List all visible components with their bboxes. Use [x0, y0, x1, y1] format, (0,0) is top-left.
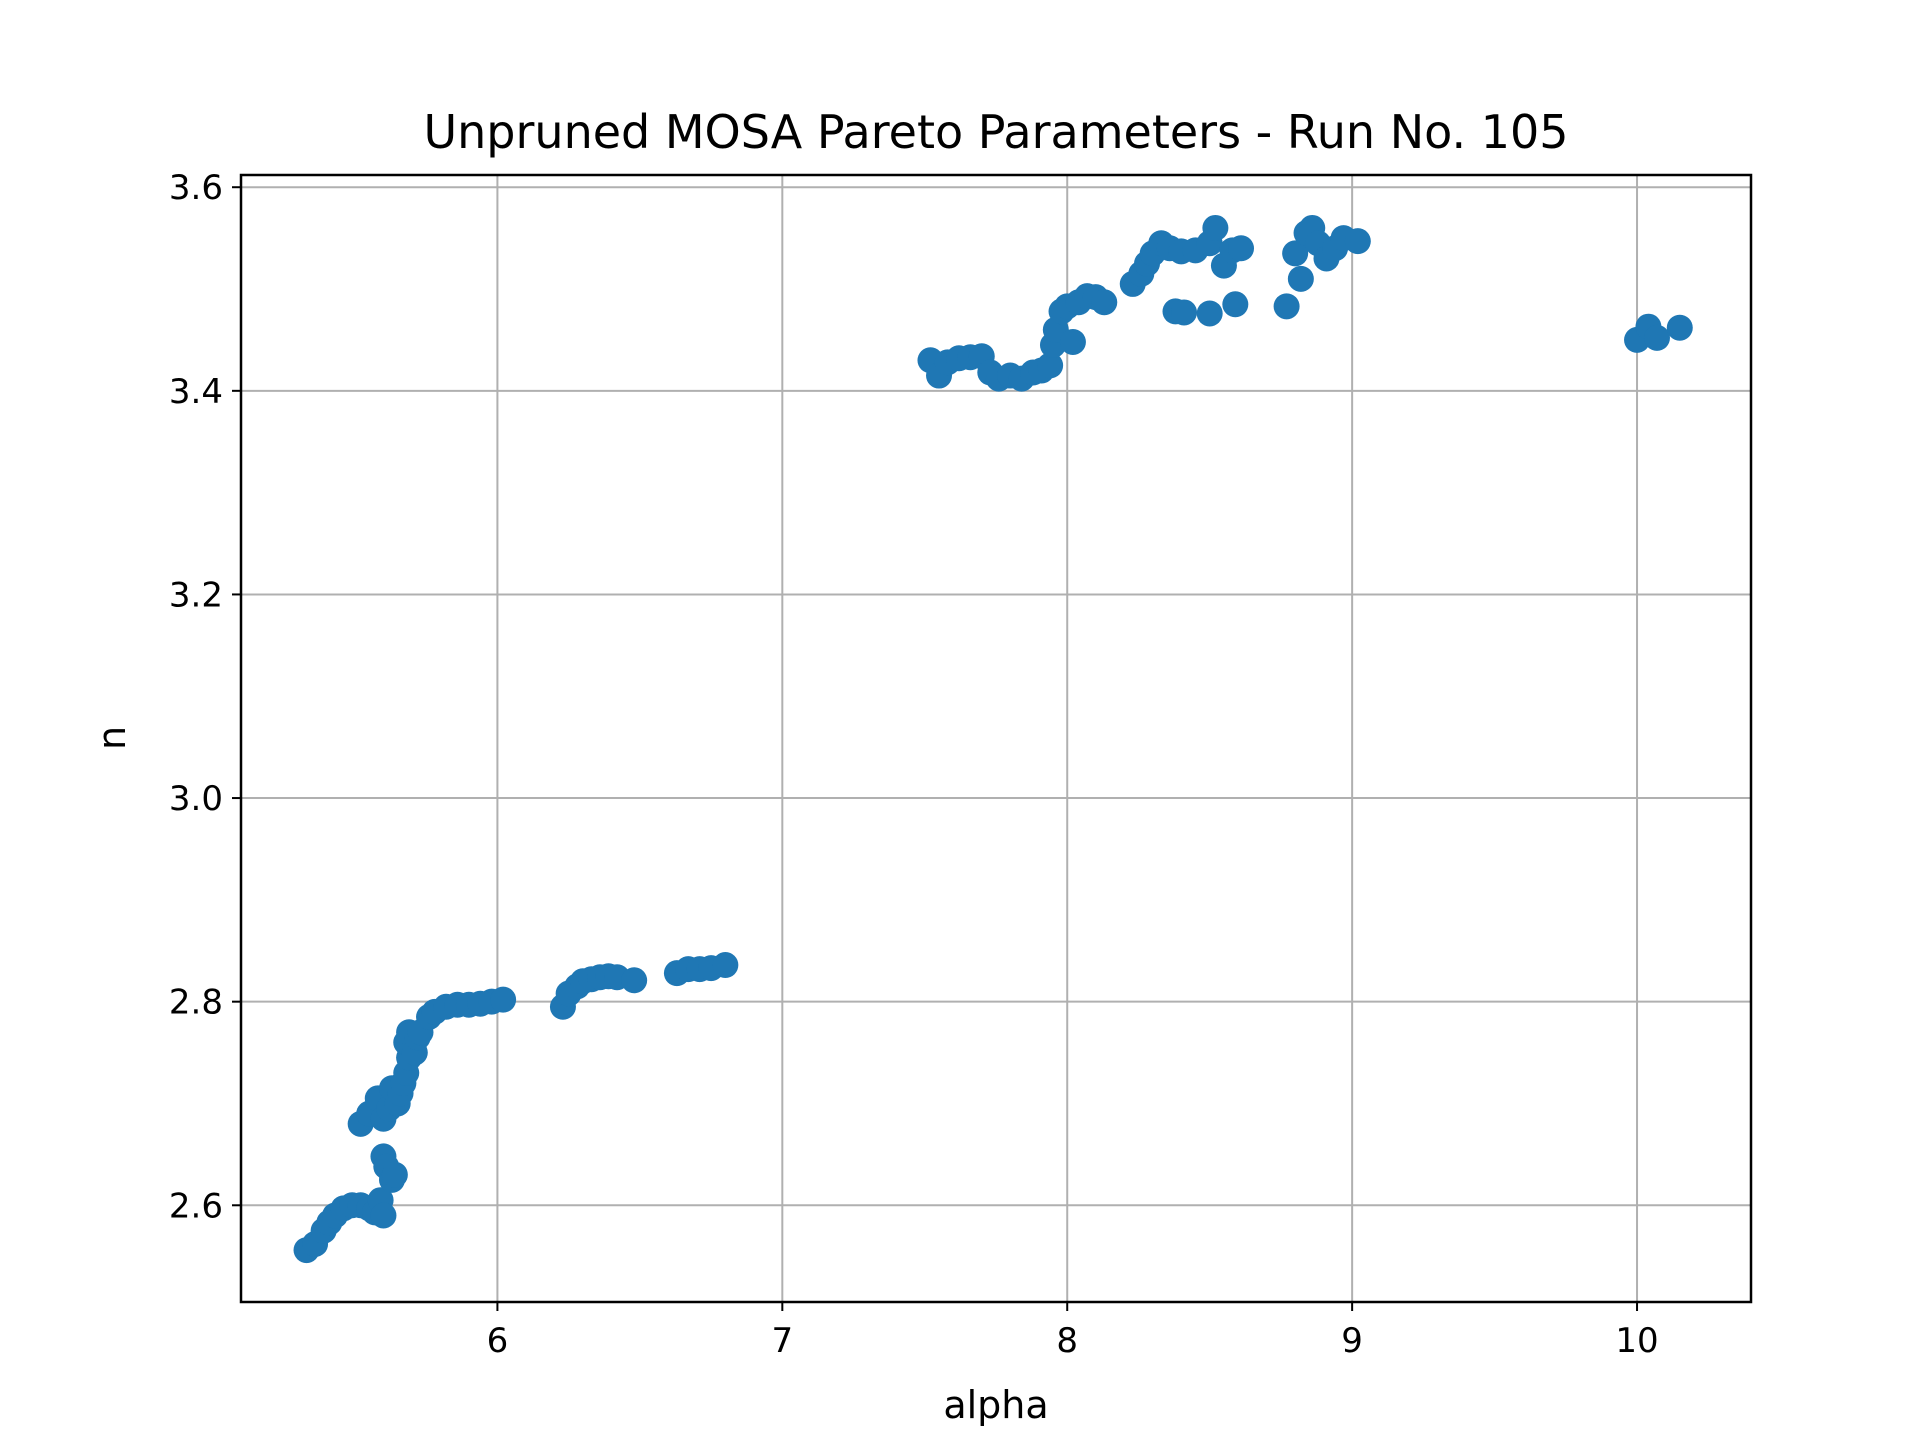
- y-tick-label: 2.6: [169, 1186, 223, 1226]
- x-tick-label: 8: [1056, 1321, 1078, 1361]
- data-point: [1059, 328, 1086, 355]
- x-tick-label: 7: [772, 1321, 794, 1361]
- data-point: [370, 1202, 397, 1229]
- data-point: [490, 986, 517, 1013]
- x-tick-label: 10: [1615, 1321, 1658, 1361]
- x-tick-label: 6: [487, 1321, 509, 1361]
- data-point: [621, 967, 648, 994]
- data-point: [1666, 314, 1693, 341]
- data-point: [1273, 293, 1300, 320]
- data-point: [1222, 291, 1249, 318]
- data-points: [293, 214, 1693, 1264]
- y-tick-label: 3.0: [169, 779, 223, 819]
- data-point: [1037, 352, 1064, 379]
- data-point: [1228, 235, 1255, 262]
- chart-title: Unpruned MOSA Pareto Parameters - Run No…: [423, 105, 1568, 159]
- y-tick-label: 3.6: [169, 168, 223, 208]
- data-point: [1287, 265, 1314, 292]
- x-axis-title: alpha: [943, 1383, 1048, 1427]
- y-tick-label: 2.8: [169, 983, 223, 1023]
- axis-ticks: 6 7 8 9 10 2.6 2.8 3.0 3.2 3.4 3.6: [169, 168, 1659, 1361]
- data-point: [1643, 324, 1670, 351]
- x-tick-label: 9: [1341, 1321, 1363, 1361]
- y-tick-label: 3.2: [169, 575, 223, 615]
- data-point: [381, 1161, 408, 1188]
- data-point: [712, 952, 739, 979]
- y-tick-label: 3.4: [169, 372, 223, 412]
- plot-frame: [239, 173, 1753, 1304]
- y-axis-title: n: [90, 726, 134, 750]
- data-point: [1202, 214, 1229, 241]
- data-point: [1282, 240, 1309, 267]
- data-point: [1344, 228, 1371, 255]
- data-point: [1171, 299, 1198, 326]
- data-point: [1091, 289, 1118, 316]
- data-point: [1196, 300, 1223, 327]
